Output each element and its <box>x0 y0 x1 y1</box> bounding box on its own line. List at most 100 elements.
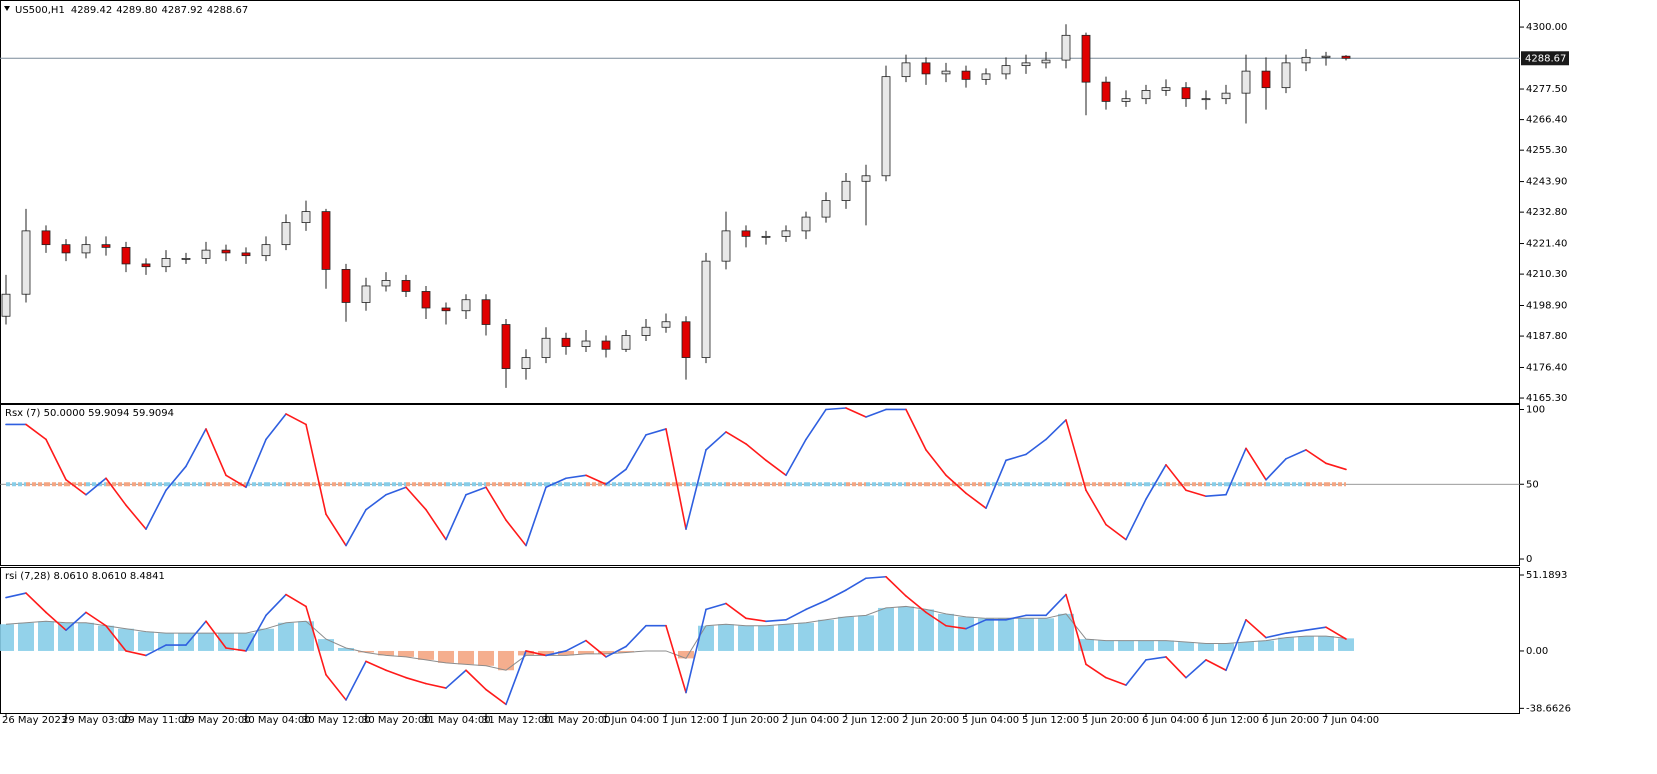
rsi-segment <box>425 682 447 689</box>
header-low: 4287.92 <box>162 5 203 16</box>
rsi-segment <box>285 593 307 608</box>
rsi-segment <box>1245 618 1267 639</box>
histogram-bar <box>478 650 494 666</box>
histogram-bar <box>738 625 754 651</box>
y-tick-label: 4187.80 <box>1526 331 1567 342</box>
candle-body <box>181 258 191 260</box>
rsx-segment <box>845 407 867 418</box>
rsx-segment <box>385 486 407 496</box>
rsi-segment <box>765 618 787 623</box>
histogram-bar <box>1078 639 1094 651</box>
rsx-segment <box>245 438 267 489</box>
candle-body <box>741 230 751 237</box>
rsi-segment <box>965 618 987 630</box>
candle-body <box>1061 34 1071 61</box>
rsi-segment <box>925 611 947 627</box>
rsi-segment <box>845 577 867 591</box>
rsi-segment <box>105 624 127 652</box>
rsi-segment <box>1285 629 1307 634</box>
y-tick-label: 4198.90 <box>1526 301 1567 312</box>
candle-body <box>541 337 551 358</box>
rsi-segment <box>705 602 727 611</box>
rsx-segment <box>1005 453 1027 462</box>
rsi-segment <box>685 608 707 694</box>
rsx-segment <box>465 486 487 496</box>
histogram-bar <box>58 622 74 651</box>
histogram-bar <box>1278 637 1294 651</box>
rsi-segment <box>885 575 907 597</box>
histogram-bar <box>118 628 134 651</box>
rsx-segment <box>525 486 547 547</box>
y-tick-label: -38.6626 <box>1526 703 1571 714</box>
candle-body <box>301 211 311 224</box>
rsi-segment <box>505 650 527 706</box>
rsx-segment <box>565 474 587 480</box>
histogram-bar <box>1018 618 1034 651</box>
histogram-bar <box>718 624 734 651</box>
histogram-bar <box>218 633 234 651</box>
x-tick-label: 26 May 2023 <box>2 715 67 726</box>
rsi-segment <box>745 617 767 623</box>
candle-body <box>201 249 211 259</box>
rsx-segment <box>785 438 807 477</box>
x-tick-label: 29 May 03:00 <box>62 715 131 726</box>
rsi-segment <box>205 620 227 649</box>
rsi-segment <box>625 624 647 648</box>
histogram-bar <box>18 622 34 651</box>
y-tick-label: 4300.00 <box>1526 22 1567 33</box>
y-tick-label: 50 <box>1526 479 1539 490</box>
x-tick-label: 2 Jun 04:00 <box>782 715 839 726</box>
rsx-segment <box>405 486 427 511</box>
rsi-segment <box>245 614 267 652</box>
histogram-bar <box>1198 643 1214 651</box>
histogram-bar <box>838 616 854 651</box>
rsx-segment <box>1325 462 1347 471</box>
candle-body <box>441 307 451 312</box>
candle-body <box>501 324 511 369</box>
histogram-bar <box>1138 640 1154 651</box>
rsx-segment <box>445 493 467 541</box>
rsx-segment <box>1265 458 1287 481</box>
rsi-segment <box>1185 659 1207 679</box>
candle-body <box>401 280 411 292</box>
candle-body <box>1141 90 1151 100</box>
histogram-bar <box>798 622 814 651</box>
menu-triangle[interactable] <box>4 6 10 11</box>
rsi-segment <box>365 660 387 672</box>
histogram-bar <box>78 622 94 651</box>
histogram-bar <box>1338 638 1354 651</box>
rsi-segment <box>265 593 287 617</box>
rsi-header: rsi (7,28) 8.0610 8.0610 8.4841 <box>5 571 165 582</box>
histogram-bar <box>358 650 374 653</box>
candle-body <box>221 249 231 254</box>
rsi-segment <box>545 650 567 657</box>
x-tick-label: 31 May 04:00 <box>422 715 491 726</box>
rsx-segment <box>705 431 727 451</box>
candle-body <box>361 285 371 303</box>
histogram-bar <box>1298 636 1314 651</box>
y-tick-label: 4266.40 <box>1526 115 1567 126</box>
rsx-segment <box>25 423 47 441</box>
header-close: 4288.67 <box>207 5 248 16</box>
candle-body <box>421 291 431 309</box>
histogram-bar <box>1318 636 1334 651</box>
rsx-segment <box>1165 464 1187 492</box>
candle-body <box>41 230 51 246</box>
rsx-segment <box>825 407 847 411</box>
rsi-segment <box>1125 659 1147 686</box>
rsx-segment <box>65 478 87 496</box>
histogram-bar <box>898 606 914 651</box>
rsx-segment <box>805 408 827 441</box>
rsi-segment <box>1205 659 1227 672</box>
rsx-segment <box>865 408 887 418</box>
candle-body <box>761 235 771 238</box>
x-tick-label: 30 May 20:00 <box>362 715 431 726</box>
symbol: US500,H1 <box>15 5 65 16</box>
y-tick-label: 4176.40 <box>1526 362 1567 373</box>
histogram-bar <box>578 650 594 654</box>
candle-body <box>781 230 791 237</box>
histogram-bar <box>418 650 434 660</box>
histogram-bar <box>1098 640 1114 651</box>
rsi-segment <box>65 611 87 631</box>
